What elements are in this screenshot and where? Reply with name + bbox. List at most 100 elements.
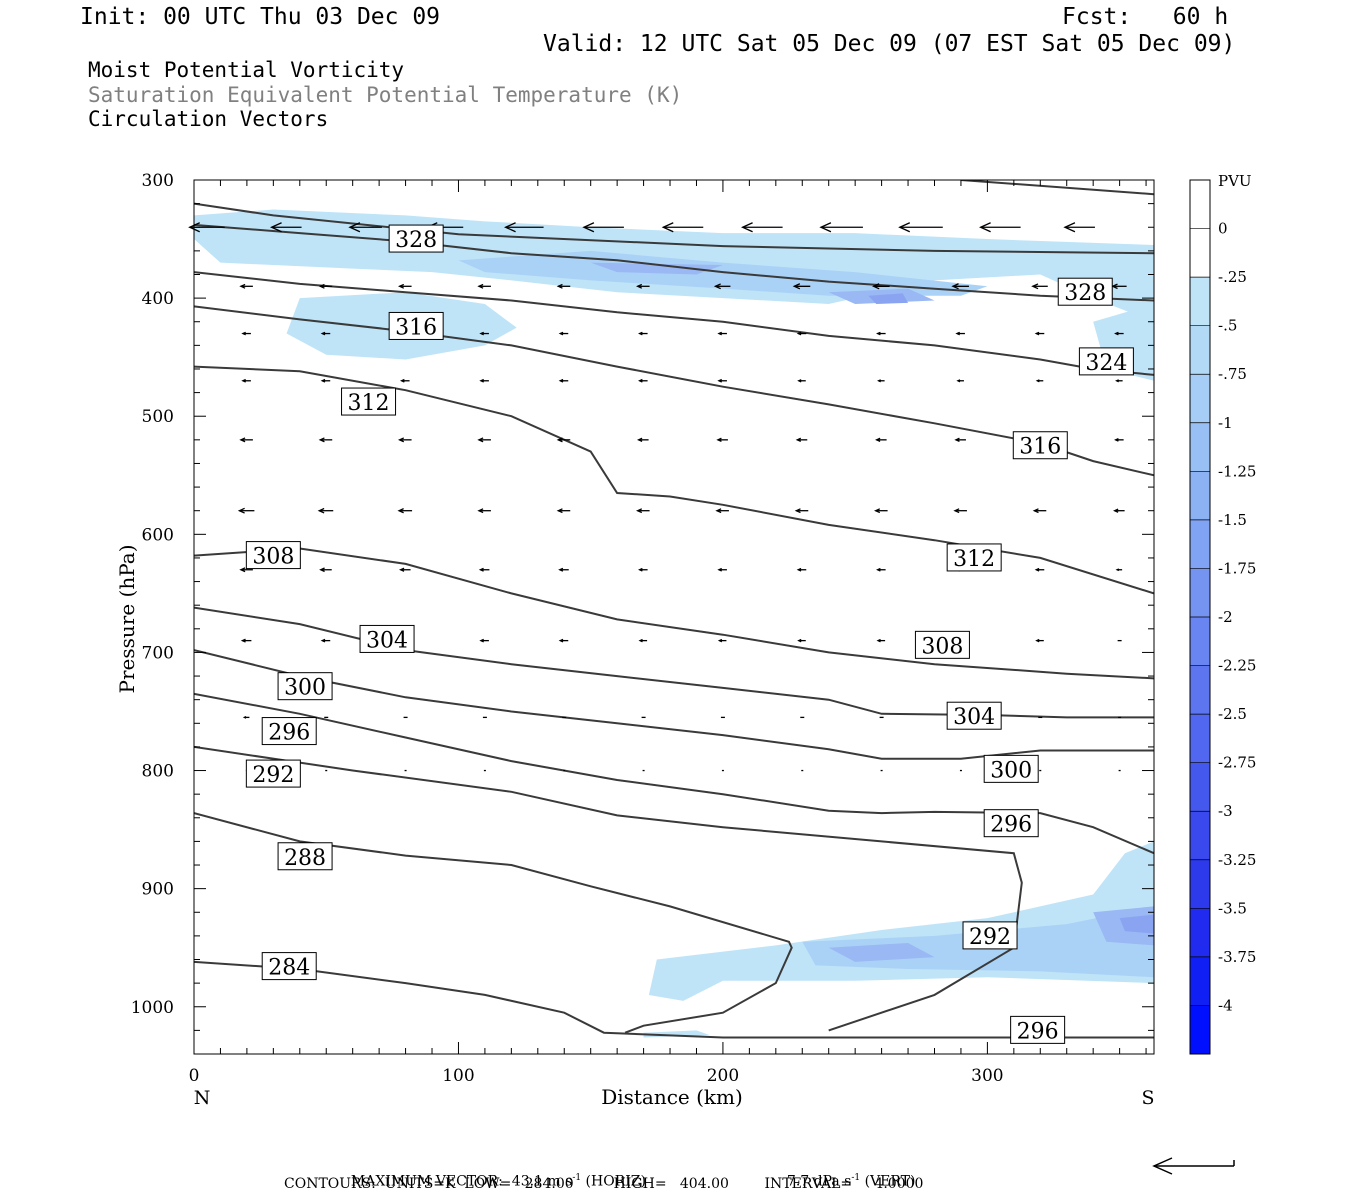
circulation-vector	[477, 437, 491, 443]
isentrope-288	[194, 812, 793, 1034]
colorbar-label: -2.25	[1218, 657, 1256, 675]
contour-label: 316	[388, 311, 444, 340]
isentrope-332	[194, 202, 1154, 255]
circulation-vector	[638, 331, 648, 336]
reference-vector	[1152, 1157, 1235, 1175]
fcst-text: Fcst: 60 h	[1062, 4, 1229, 30]
south-label: S	[1141, 1087, 1154, 1109]
circulation-vector	[713, 283, 731, 290]
circulation-vector	[477, 508, 491, 514]
x-axis-label: Distance (km)	[601, 1085, 743, 1109]
svg-text:304: 304	[953, 705, 995, 730]
max-vector-vert: 7.7 dPa s	[786, 1173, 852, 1190]
circulation-vector	[477, 283, 491, 289]
circulation-vector	[954, 437, 966, 443]
svg-text:284: 284	[268, 956, 310, 981]
circulation-vector	[876, 638, 886, 643]
svg-text:308: 308	[921, 634, 963, 659]
circulation-vector	[953, 508, 967, 514]
colorbar-title: PVU	[1218, 172, 1252, 190]
circulation-vector	[556, 437, 571, 443]
colorbar-label: -.25	[1218, 268, 1247, 286]
contour-label: 316	[1012, 431, 1068, 460]
colorbar-cell	[1190, 665, 1210, 715]
circulation-vector	[558, 567, 569, 572]
colorbar-cell	[1190, 1005, 1210, 1055]
circulation-vector	[269, 222, 302, 233]
circulation-vector	[1063, 222, 1095, 233]
mpv-region	[590, 262, 723, 275]
isentrope-300	[194, 649, 1154, 760]
circulation-vector	[558, 331, 569, 336]
mpv-shading	[194, 209, 1154, 1038]
isentrope-324	[194, 271, 1154, 376]
circulation-vector	[558, 638, 569, 643]
circulation-vector	[796, 331, 807, 336]
circulation-vector	[717, 567, 727, 572]
colorbar-cell	[1190, 180, 1210, 230]
mpv-region	[868, 293, 909, 305]
circulation-vector	[319, 567, 332, 573]
y-tick-label: 700	[142, 643, 174, 663]
colorbar-cell	[1190, 617, 1210, 667]
init-text: Init: 00 UTC Thu 03 Dec 09	[80, 4, 441, 30]
circulation-vector	[503, 222, 544, 233]
contour-label: 328	[1057, 277, 1113, 306]
circulation-vector	[956, 379, 964, 383]
circulation-vector	[237, 507, 255, 514]
contour-labels: 328 328 324 316 316 312 312 308 308 304 304 300 300 2…	[245, 224, 1134, 1044]
colorbar-label: -1.75	[1218, 559, 1256, 577]
max-vector-label: MAXIMUM VECTOR: 43.1 m s	[350, 1173, 573, 1190]
contour-label: 296	[983, 809, 1039, 838]
svg-text:316: 316	[1019, 435, 1061, 460]
colorbar-label: -.75	[1218, 365, 1247, 383]
circulation-vector	[638, 378, 648, 383]
y-tick-label: 1000	[131, 998, 174, 1018]
colorbar-cell	[1190, 568, 1210, 618]
svg-text:296: 296	[268, 721, 310, 746]
circulation-vector	[1031, 283, 1048, 290]
svg-text:316: 316	[395, 315, 437, 340]
colorbar-label: -4	[1218, 996, 1233, 1014]
isentrope-296	[194, 692, 1154, 855]
contour-label: 296	[261, 717, 317, 746]
svg-text:288: 288	[284, 846, 326, 871]
circulation-vector	[239, 567, 253, 573]
circulation-vector	[479, 638, 489, 643]
x-tick-label: 0	[189, 1066, 200, 1086]
contour-label: 284	[261, 952, 317, 981]
circulation-vector	[955, 331, 965, 336]
circulation-vector	[796, 567, 807, 572]
contour-label: 328	[388, 224, 444, 253]
contour-label: 308	[245, 541, 301, 570]
colorbar-label: -3	[1218, 802, 1233, 820]
contour-label: 324	[1078, 347, 1134, 376]
colorbar-label: -2	[1218, 608, 1233, 626]
circulation-vector	[348, 222, 382, 233]
contour-label: 296	[1010, 1015, 1066, 1044]
circulation-vector	[1114, 437, 1124, 442]
circulation-vector	[556, 508, 571, 514]
svg-text:308: 308	[252, 545, 294, 570]
circulation-vector	[241, 331, 251, 336]
contour-label: 312	[341, 387, 397, 416]
circulation-vector	[241, 378, 251, 383]
colorbar-cell	[1190, 859, 1210, 909]
colorbar: PVU 0 -.25 -.5 -.75 -1 -1.25 -1.5 -1.75 -2 -2.25 -2…	[1189, 172, 1256, 1055]
circulation-vector	[556, 283, 571, 289]
y-tick-label: 600	[142, 525, 174, 545]
legend-line-mpv: Moist Potential Vorticity	[88, 58, 405, 82]
circulation-vector	[717, 378, 727, 383]
circulation-vector	[741, 222, 783, 233]
contour-label: 288	[277, 842, 333, 871]
y-tick-label: 300	[142, 171, 174, 191]
colorbar-cell	[1190, 519, 1210, 569]
circulation-vector	[979, 222, 1021, 233]
circulation-vector	[1034, 567, 1045, 572]
svg-text:292: 292	[252, 763, 294, 788]
colorbar-cell	[1190, 325, 1210, 375]
circulation-vector	[1032, 508, 1047, 514]
circulation-vector	[638, 638, 648, 643]
colorbar-cell	[1190, 762, 1210, 812]
svg-text:328: 328	[395, 228, 437, 253]
